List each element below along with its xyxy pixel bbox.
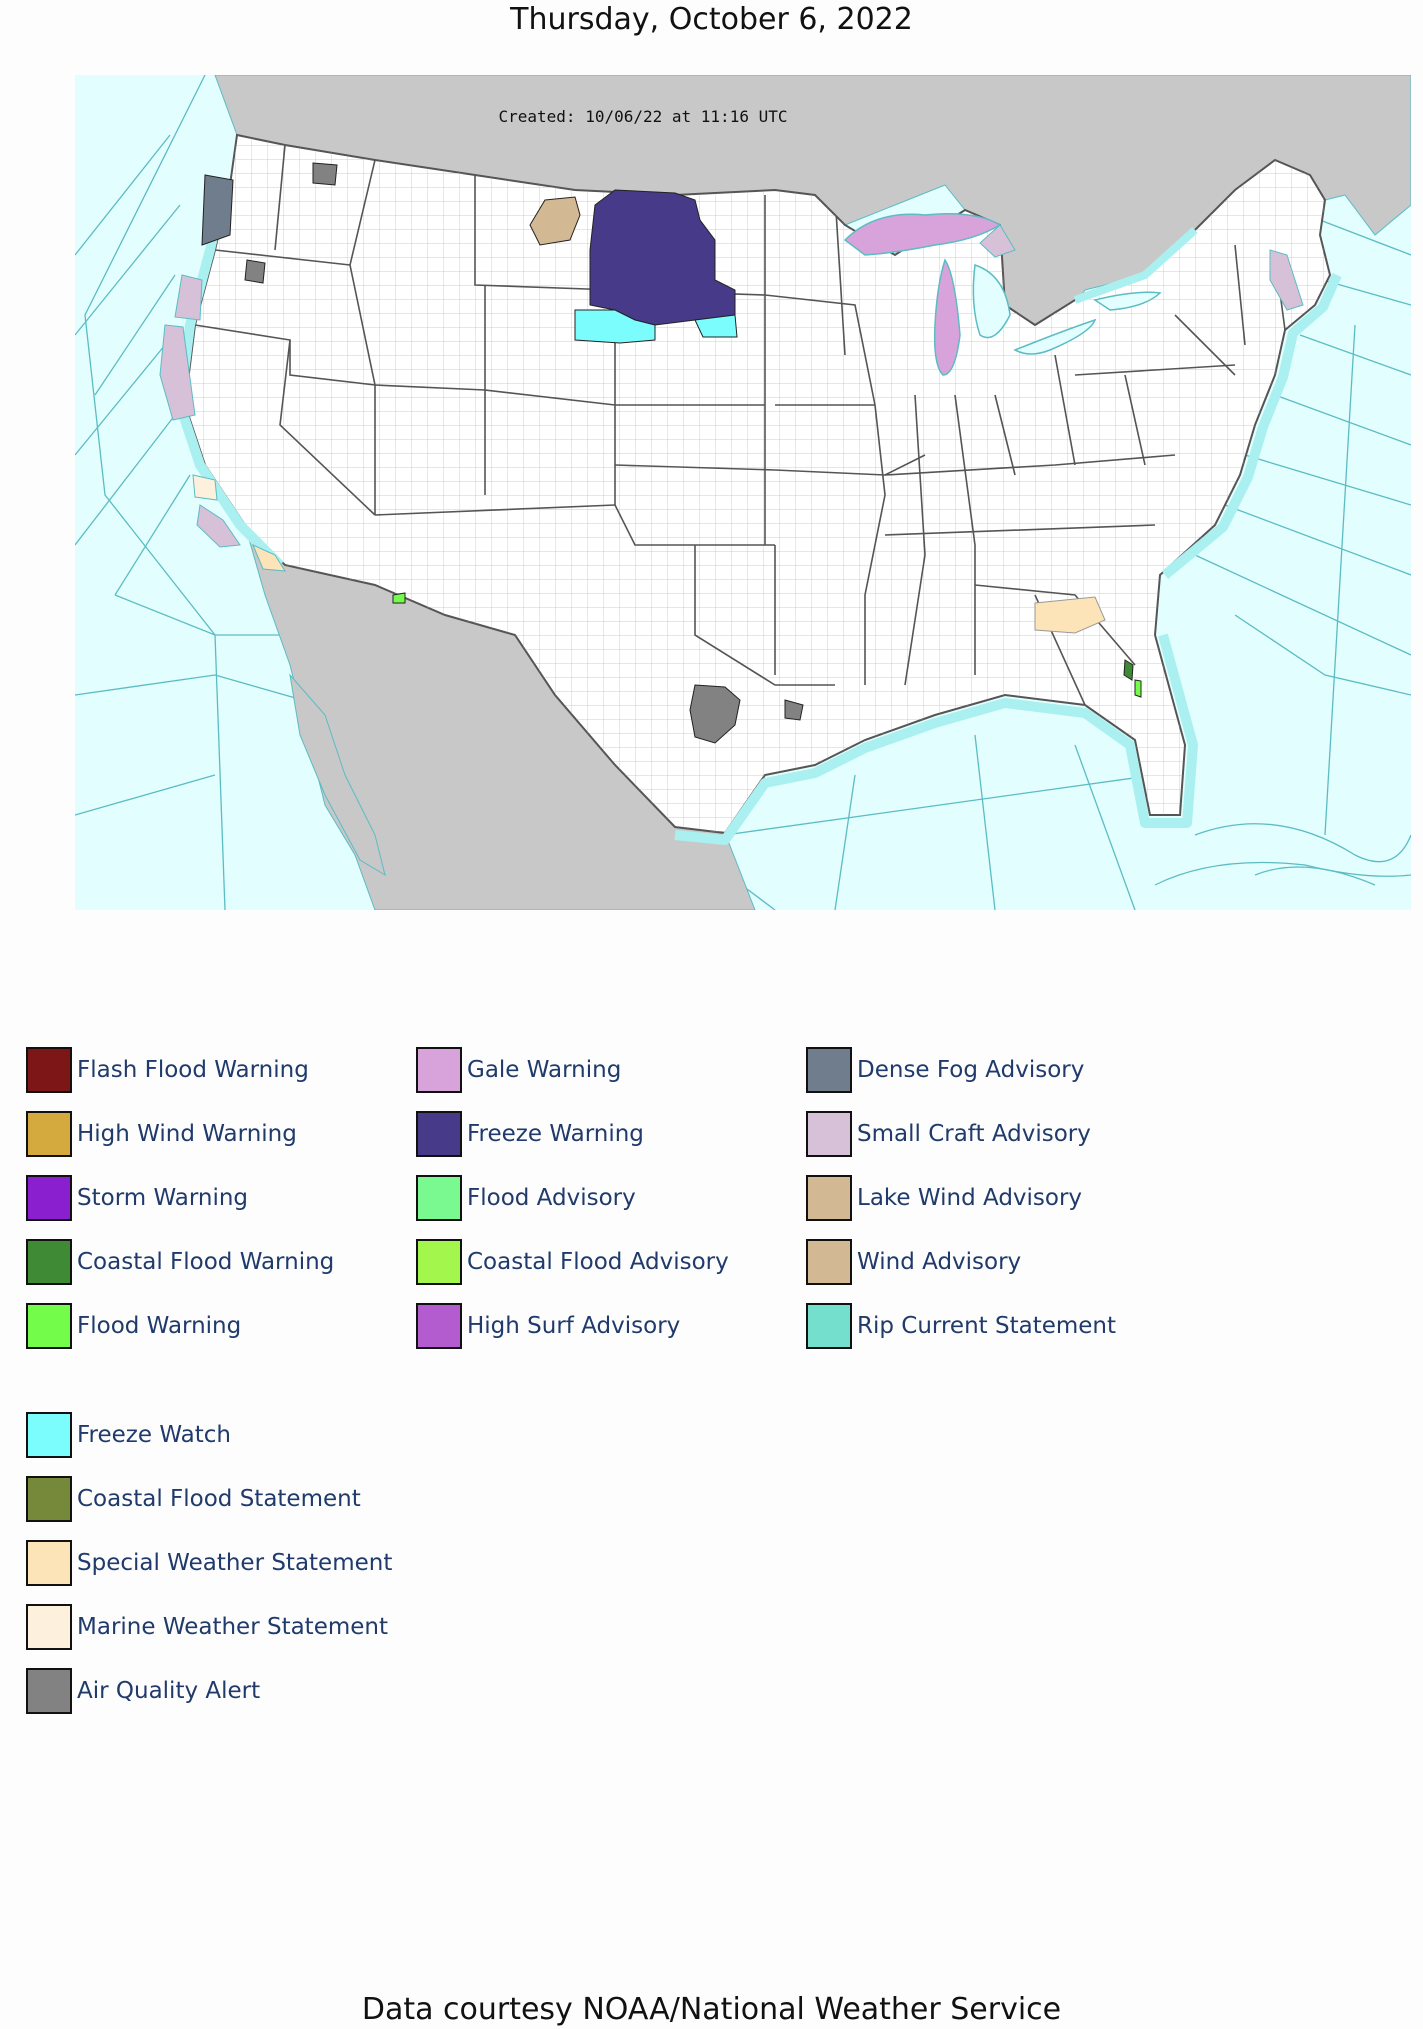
- legend-swatch: [26, 1540, 72, 1586]
- coastal-water-east: [1161, 272, 1342, 579]
- legend-item-high-wind-warning: High Wind Warning: [26, 1109, 297, 1159]
- legend-swatch: [26, 1412, 72, 1458]
- legend-label: Gale Warning: [467, 1057, 622, 1083]
- legend-label: Coastal Flood Advisory: [467, 1249, 729, 1275]
- small-craft-advisory-west-3: [196, 504, 241, 548]
- legend-swatch: [806, 1111, 852, 1157]
- lake-michigan: [933, 258, 961, 376]
- freeze-watch-area-east: [694, 314, 738, 338]
- legend-item-wind-advisory: Wind Advisory: [806, 1237, 1021, 1287]
- legend-label: Coastal Flood Statement: [77, 1486, 361, 1512]
- legend-label: Wind Advisory: [857, 1249, 1022, 1275]
- lake-erie: [1013, 318, 1097, 355]
- legend-label: High Surf Advisory: [467, 1313, 681, 1339]
- lake-ontario: [1093, 291, 1162, 311]
- small-craft-advisory-west-2: [159, 324, 196, 421]
- small-craft-advisory-west-1: [174, 274, 203, 321]
- legend-item-rip-current-statement: Rip Current Statement: [806, 1301, 1116, 1351]
- data-credit: Data courtesy NOAA/National Weather Serv…: [361, 1992, 1062, 2027]
- legend-item-marine-weather-statement: Marine Weather Statement: [26, 1602, 388, 1652]
- legend-label: Lake Wind Advisory: [857, 1185, 1083, 1211]
- legend-swatch: [26, 1476, 72, 1522]
- freeze-watch-area: [574, 309, 656, 344]
- legend-label: Coastal Flood Warning: [77, 1249, 335, 1275]
- legend-swatch: [26, 1303, 72, 1349]
- small-craft-advisory-superior: [979, 224, 1016, 258]
- flood-warning-florida: [1134, 679, 1142, 698]
- dense-fog-advisory-area: [201, 174, 234, 246]
- air-quality-alert-texas-east: [784, 699, 804, 721]
- legend-swatch: [806, 1239, 852, 1285]
- legend-item-lake-wind-advisory: Lake Wind Advisory: [806, 1173, 1082, 1223]
- coastal-water-great-lakes: [1073, 227, 1198, 304]
- legend-label: Freeze Watch: [77, 1422, 231, 1448]
- legend-swatch: [26, 1175, 72, 1221]
- legend-item-flood-advisory: Flood Advisory: [416, 1173, 636, 1223]
- legend-item-special-weather-statement: Special Weather Statement: [26, 1538, 392, 1588]
- special-weather-statement-west: [252, 544, 286, 572]
- lake-huron: [972, 263, 1011, 339]
- legend-item-flash-flood-warning: Flash Flood Warning: [26, 1045, 309, 1095]
- legend-label: Small Craft Advisory: [857, 1121, 1091, 1147]
- legend-swatch: [26, 1668, 72, 1714]
- legend-swatch: [806, 1047, 852, 1093]
- legend-item-dense-fog-advisory: Dense Fog Advisory: [806, 1045, 1084, 1095]
- legend-label: Storm Warning: [77, 1185, 249, 1211]
- legend-item-coastal-flood-statement: Coastal Flood Statement: [26, 1474, 361, 1524]
- legend-label: Flood Warning: [77, 1313, 242, 1339]
- legend-swatch: [806, 1175, 852, 1221]
- legend-swatch: [26, 1047, 72, 1093]
- legend-label: Rip Current Statement: [857, 1313, 1117, 1339]
- legend-item-coastal-flood-advisory: Coastal Flood Advisory: [416, 1237, 729, 1287]
- legend-swatch: [416, 1175, 462, 1221]
- legend-label: Dense Fog Advisory: [857, 1057, 1085, 1083]
- legend-item-freeze-watch: Freeze Watch: [26, 1410, 231, 1460]
- legend-item-air-quality-alert: Air Quality Alert: [26, 1666, 260, 1716]
- legend-label: Special Weather Statement: [77, 1550, 393, 1576]
- legend-swatch: [806, 1303, 852, 1349]
- legend-item-gale-warning: Gale Warning: [416, 1045, 621, 1095]
- legend-label: Flood Advisory: [467, 1185, 636, 1211]
- legend-item-coastal-flood-warning: Coastal Flood Warning: [26, 1237, 334, 1287]
- air-quality-alert-washington: [312, 162, 338, 186]
- map-created-label: Created: 10/06/22 at 11:16 UTC: [499, 107, 788, 126]
- legend-label: High Wind Warning: [77, 1121, 297, 1147]
- lake-wind-advisory-area: [529, 196, 581, 246]
- state-boundaries: [194, 144, 1286, 706]
- legend-label: Flash Flood Warning: [77, 1057, 309, 1083]
- baja-peninsula: [289, 673, 386, 877]
- legend-item-freeze-warning: Freeze Warning: [416, 1109, 644, 1159]
- coastal-water-gulf: [674, 633, 1198, 845]
- special-weather-statement-georgia: [1034, 596, 1106, 634]
- coastal-flood-warning-florida: [1123, 659, 1134, 681]
- small-craft-advisory-maine: [1269, 249, 1304, 311]
- legend-item-storm-warning: Storm Warning: [26, 1173, 248, 1223]
- date-title: Thursday, October 6, 2022: [510, 2, 913, 37]
- air-quality-alert-oregon: [244, 259, 266, 284]
- legend-item-small-craft-advisory: Small Craft Advisory: [806, 1109, 1091, 1159]
- legend-label: Air Quality Alert: [77, 1678, 261, 1704]
- legend-label: Freeze Warning: [467, 1121, 644, 1147]
- marine-weather-statement-area: [192, 474, 218, 501]
- cuba-outline: [1154, 861, 1411, 886]
- flood-warning-arizona: [392, 592, 406, 604]
- marine-zone-lines: [75, 75, 1411, 910]
- legend-swatch: [416, 1303, 462, 1349]
- legend-swatch: [416, 1239, 462, 1285]
- legend-item-flood-warning: Flood Warning: [26, 1301, 241, 1351]
- legend-label: Marine Weather Statement: [77, 1614, 389, 1640]
- alert-overlays: [159, 162, 1304, 744]
- legend-swatch: [26, 1239, 72, 1285]
- legend-swatch: [416, 1047, 462, 1093]
- legend-swatch: [26, 1111, 72, 1157]
- legend-swatch: [416, 1111, 462, 1157]
- legend-item-high-surf-advisory: High Surf Advisory: [416, 1301, 680, 1351]
- weather-alert-map[interactable]: Created: 10/06/22 at 11:16 UTC: [75, 75, 1411, 910]
- legend-swatch: [26, 1604, 72, 1650]
- air-quality-alert-texas: [689, 684, 741, 744]
- great-lakes: [843, 213, 1162, 376]
